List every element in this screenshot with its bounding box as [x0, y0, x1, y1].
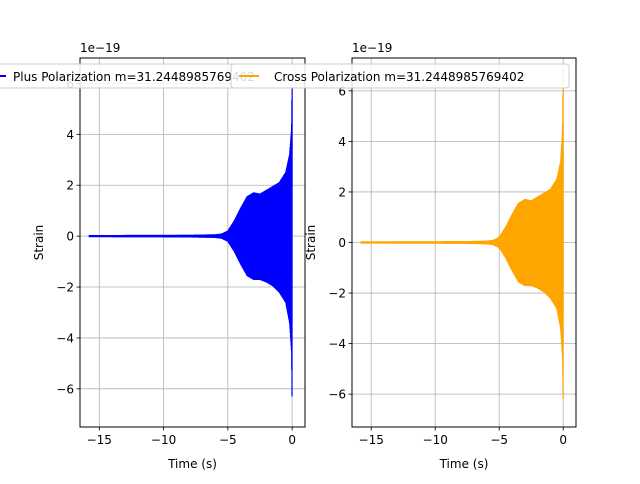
plus-x-tick-label: −15: [87, 433, 112, 447]
cross-series-line: [360, 68, 564, 399]
cross-y-tick-label: −6: [328, 388, 346, 402]
cross-x-tick-label: −10: [423, 433, 448, 447]
cross-x-tick-label: −15: [359, 433, 384, 447]
plus-x-tick-label: −5: [219, 433, 237, 447]
plus-series-line: [88, 75, 293, 397]
plus-x-tick-label: 0: [288, 433, 296, 447]
cross-x-tick-label: −5: [490, 433, 508, 447]
cross-y-ticks: −6 −4 −2 0 2 4 6: [328, 84, 352, 402]
plus-y-tick-label: 2: [66, 179, 74, 193]
plus-y-axis-label: Strain: [32, 225, 46, 261]
cross-y-tick-label: −2: [328, 287, 346, 301]
cross-y-tick-label: 0: [338, 236, 346, 250]
cross-x-axis-label: Time (s): [439, 457, 489, 471]
cross-y-tick-label: −4: [328, 337, 346, 351]
cross-y-tick-label: 4: [338, 135, 346, 149]
plus-y-tick-label: 0: [66, 230, 74, 244]
cross-y-tick-label: 6: [338, 84, 346, 98]
plus-legend: Plus Polarization m=31.2448985769402: [0, 63, 295, 89]
plus-y-tick-label: 4: [66, 128, 74, 142]
plus-offset-text: 1e−19: [80, 41, 120, 55]
cross-x-ticks: −15 −10 −5 0: [359, 427, 567, 447]
plus-y-tick-label: −2: [56, 281, 74, 295]
cross-x-tick-label: 0: [559, 433, 567, 447]
cross-legend: Cross Polarization m=31.2448985769402: [230, 63, 570, 89]
plus-plot-area: [88, 75, 293, 397]
plus-legend-label: Plus Polarization m=31.2448985769402: [13, 70, 255, 84]
cross-y-axis-label: Strain: [304, 225, 318, 261]
cross-offset-text: 1e−19: [352, 41, 392, 55]
cross-legend-box: [230, 63, 570, 89]
cross-y-tick-label: 2: [338, 185, 346, 199]
cross-plot-area: [360, 68, 564, 399]
plus-y-tick-label: −6: [56, 382, 74, 396]
plus-x-ticks: −15 −10 −5 0: [87, 427, 296, 447]
plus-y-tick-label: −4: [56, 331, 74, 345]
plus-x-axis-label: Time (s): [167, 457, 217, 471]
cross-legend-label: Cross Polarization m=31.2448985769402: [274, 70, 524, 84]
plus-x-tick-label: −10: [151, 433, 176, 447]
cross-subplot: −15 −10 −5 0 −6 −4 −2 0 2 4 6 Time (s) Strain 1e−…: [304, 41, 577, 471]
plus-axes-frame: [79, 57, 306, 428]
